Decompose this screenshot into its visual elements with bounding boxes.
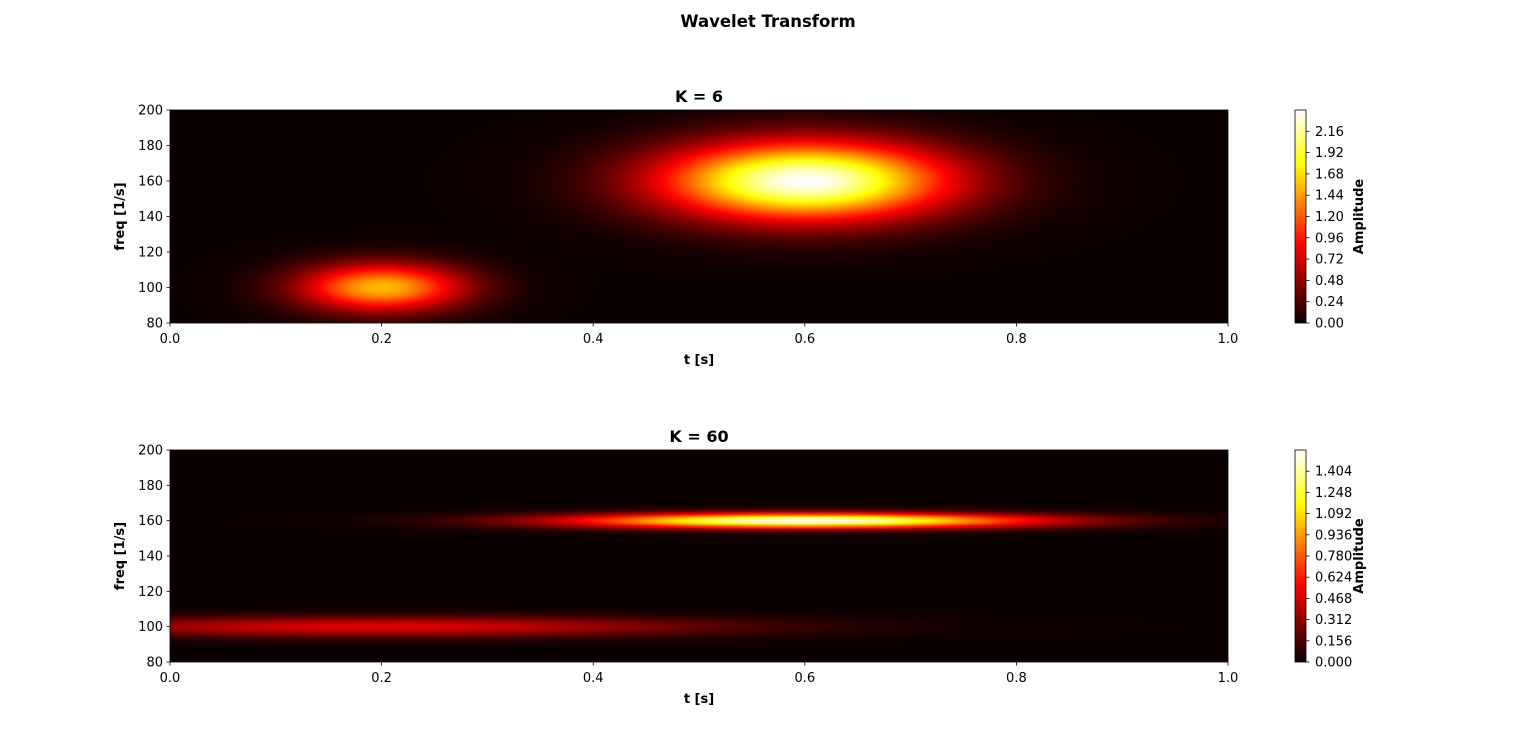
x-tick-label: 0.0 — [160, 671, 181, 686]
panel-k60: 0.0 0.2 0.4 0.6 0.8 1.0 80 100 120 140 160 180 200 K … — [113, 427, 1367, 707]
colorbar-tick-label: 0.312 — [1315, 613, 1352, 628]
colorbar-tick-label: 0.624 — [1315, 571, 1352, 586]
colorbar-label: Amplitude — [1352, 518, 1367, 594]
colorbar-tick-label: 0.936 — [1315, 528, 1352, 543]
y-axis-label: freq [1/s] — [113, 182, 128, 250]
y-tick-label: 140 — [138, 210, 163, 225]
colorbar-tick-label: 1.20 — [1315, 210, 1344, 225]
y-tick-label: 80 — [146, 317, 163, 332]
colorbar-tick-label: 1.68 — [1315, 167, 1344, 182]
y-tick-label: 180 — [138, 139, 163, 154]
y-tick-label: 100 — [138, 620, 163, 635]
x-tick-label: 0.8 — [1006, 332, 1027, 347]
colorbar-label: Amplitude — [1352, 179, 1367, 255]
heatmap-image — [170, 450, 1228, 662]
y-tick-label: 80 — [146, 656, 163, 671]
x-tick-label: 0.6 — [794, 332, 815, 347]
x-axis-label: t [s] — [684, 353, 714, 368]
y-tick-label: 160 — [138, 175, 163, 190]
heatmap-image — [170, 110, 1228, 323]
colorbar-tick-label: 0.48 — [1315, 274, 1344, 289]
colorbar-tick-label: 1.92 — [1315, 146, 1344, 161]
y-tick-label: 100 — [138, 281, 163, 296]
x-tick-label: 0.6 — [794, 671, 815, 686]
x-tick-label: 1.0 — [1218, 671, 1239, 686]
colorbar-tick-label: 2.16 — [1315, 125, 1344, 140]
x-tick-label: 0.0 — [160, 332, 181, 347]
colorbar-tick-label: 0.72 — [1315, 253, 1344, 268]
colorbar-tick-label: 1.44 — [1315, 189, 1344, 204]
colorbar-tick-label: 0.780 — [1315, 550, 1352, 565]
colorbar-tick-label: 0.96 — [1315, 231, 1344, 246]
y-tick-label: 140 — [138, 550, 163, 565]
y-tick-label: 120 — [138, 585, 163, 600]
colorbar-tick-label: 1.404 — [1315, 465, 1352, 480]
colorbar-tick-label: 0.00 — [1315, 317, 1344, 332]
panel-title: K = 6 — [675, 87, 723, 106]
x-axis-label: t [s] — [684, 692, 714, 707]
y-tick-label: 160 — [138, 514, 163, 529]
colorbar-tick-label: 0.000 — [1315, 656, 1352, 671]
y-tick-label: 200 — [138, 104, 163, 119]
x-tick-label: 0.4 — [583, 671, 604, 686]
colorbar-tick-label: 0.156 — [1315, 634, 1352, 649]
panel-title: K = 60 — [669, 427, 728, 446]
x-tick-label: 0.2 — [371, 671, 392, 686]
colorbar-gradient — [1295, 450, 1306, 662]
colorbar-gradient — [1295, 110, 1306, 323]
colorbar-tick-label: 1.248 — [1315, 486, 1352, 501]
colorbar-tick-label: 0.24 — [1315, 295, 1344, 310]
x-tick-label: 1.0 — [1218, 332, 1239, 347]
y-tick-label: 200 — [138, 444, 163, 459]
y-tick-label: 180 — [138, 479, 163, 494]
colorbar-tick-label: 0.468 — [1315, 592, 1352, 607]
x-tick-label: 0.2 — [371, 332, 392, 347]
figure-title: Wavelet Transform — [680, 12, 856, 31]
panel-k6: 0.0 0.2 0.4 0.6 0.8 1.0 80 100 120 140 160 180 200 K … — [113, 87, 1367, 368]
x-tick-label: 0.8 — [1006, 671, 1027, 686]
y-axis-label: freq [1/s] — [113, 522, 128, 590]
y-tick-label: 120 — [138, 246, 163, 261]
colorbar-tick-label: 1.092 — [1315, 507, 1352, 522]
x-tick-label: 0.4 — [583, 332, 604, 347]
